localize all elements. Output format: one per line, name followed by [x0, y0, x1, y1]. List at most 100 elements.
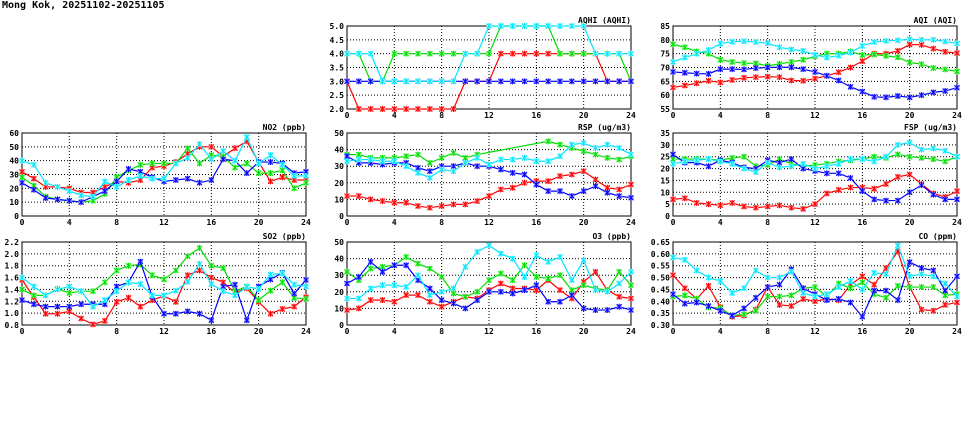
data-point-cyan: [906, 273, 913, 280]
data-point-green: [497, 270, 504, 277]
chart-title: O3 (ppb): [592, 232, 631, 241]
y-tick-label: 25: [660, 153, 670, 162]
data-point-cyan: [113, 288, 120, 295]
data-point-red: [670, 272, 676, 279]
data-point-cyan: [930, 145, 937, 152]
data-point-cyan: [800, 289, 807, 296]
data-point-cyan: [291, 172, 298, 179]
data-point-blue: [942, 287, 949, 294]
data-point-red: [30, 175, 37, 182]
data-point-cyan: [462, 263, 469, 270]
data-point-cyan: [486, 161, 492, 168]
data-point-cyan: [255, 285, 262, 292]
data-point-blue: [954, 273, 960, 280]
chart-panel: 0 10 20 30 40 50 0 4 8 12 16 20 24 RSP (ug/m3): [334, 123, 636, 227]
x-tick-label: 8: [439, 111, 444, 120]
x-tick-label: 4: [392, 218, 397, 227]
data-point-blue: [776, 64, 783, 71]
data-point-blue: [812, 68, 818, 75]
chart-panel: 0 10 20 30 40 50 60 0 4 8 12 16 20 24 NO2 (ppb): [9, 123, 311, 227]
data-point-cyan: [462, 159, 469, 166]
data-point-cyan: [930, 36, 937, 43]
x-tick-label: 0: [671, 111, 676, 120]
data-point-green: [859, 52, 866, 59]
data-point-cyan: [693, 157, 700, 164]
data-point-cyan: [474, 248, 481, 255]
x-tick-label: 0: [345, 218, 350, 227]
data-point-cyan: [776, 274, 783, 281]
x-tick-label: 24: [301, 327, 311, 336]
data-point-blue: [426, 168, 433, 175]
data-point-green: [883, 294, 889, 301]
data-point-cyan: [172, 160, 179, 167]
data-point-red: [670, 196, 676, 203]
data-point-blue: [788, 156, 795, 163]
data-point-green: [788, 292, 795, 299]
data-point-blue: [883, 287, 889, 294]
data-point-blue: [930, 89, 937, 96]
data-point-cyan: [355, 156, 362, 163]
data-point-blue: [859, 313, 866, 320]
data-point-red: [533, 50, 540, 57]
data-point-cyan: [788, 46, 795, 53]
data-point-blue: [568, 193, 575, 200]
data-point-cyan: [835, 284, 842, 291]
data-point-red: [355, 305, 362, 312]
data-point-blue: [101, 188, 108, 195]
chart-panel: 55 60 65 70 75 80 85 0 4 8 12 16 20 24 AQI (AQI): [660, 16, 962, 120]
plot-frame: [672, 241, 958, 326]
data-point-blue: [918, 92, 925, 99]
x-tick-label: 4: [392, 327, 397, 336]
data-point-cyan: [149, 292, 156, 299]
data-point-cyan: [580, 23, 587, 29]
data-point-blue: [752, 65, 759, 72]
data-point-green: [871, 51, 878, 58]
data-point-blue: [693, 70, 700, 77]
data-point-red: [705, 77, 712, 84]
y-tick-label: 2.2: [5, 238, 20, 247]
data-point-blue: [172, 177, 179, 184]
data-point-blue: [208, 317, 215, 324]
x-tick-label: 20: [579, 111, 589, 120]
data-point-blue: [705, 303, 712, 310]
data-point-blue: [681, 300, 688, 307]
data-point-green: [243, 160, 250, 167]
data-point-blue: [871, 287, 878, 294]
data-point-cyan: [705, 156, 712, 163]
data-point-cyan: [788, 163, 795, 170]
data-point-blue: [125, 165, 132, 172]
x-tick-label: 8: [439, 327, 444, 336]
data-point-cyan: [355, 50, 362, 57]
x-tick-label: 20: [905, 218, 915, 227]
data-point-blue: [847, 299, 854, 306]
data-point-cyan: [681, 256, 688, 263]
data-point-cyan: [906, 139, 913, 146]
data-point-cyan: [906, 36, 913, 43]
data-point-red: [196, 267, 203, 274]
data-point-green: [438, 50, 445, 57]
x-tick-label: 20: [579, 327, 589, 336]
data-point-green: [149, 160, 156, 167]
data-point-cyan: [557, 23, 563, 29]
data-point-blue: [764, 284, 771, 291]
data-point-green: [267, 287, 274, 294]
data-point-blue: [918, 182, 925, 189]
data-point-red: [859, 273, 866, 280]
x-tick-label: 20: [254, 327, 264, 336]
x-tick-label: 8: [114, 327, 119, 336]
y-tick-label: 0.55: [651, 262, 670, 271]
data-point-green: [788, 58, 795, 65]
plot-frame: [672, 132, 958, 217]
data-point-cyan: [137, 172, 144, 179]
data-point-green: [894, 282, 901, 289]
data-point-cyan: [184, 278, 191, 285]
data-point-cyan: [267, 152, 274, 159]
data-point-blue: [894, 197, 901, 204]
data-point-cyan: [30, 283, 37, 290]
data-point-blue: [196, 310, 203, 317]
data-point-cyan: [208, 156, 215, 163]
data-point-green: [66, 289, 73, 296]
data-point-red: [557, 173, 563, 180]
data-point-cyan: [474, 50, 481, 57]
data-point-cyan: [415, 272, 421, 279]
